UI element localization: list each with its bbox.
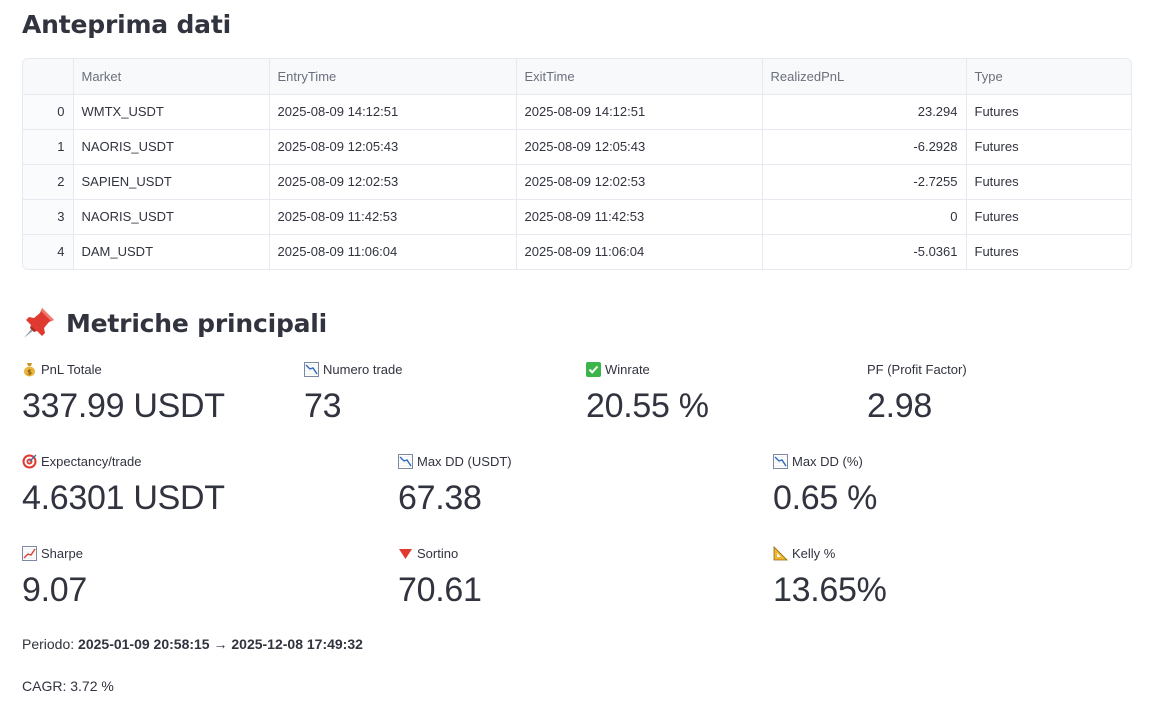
period-line: Periodo: 2025-01-09 20:58:15 → 2025-12-0…	[22, 636, 363, 652]
cell-market[interactable]: DAM_USDT	[73, 234, 270, 269]
column-header-exittime[interactable]: ExitTime	[516, 59, 763, 95]
cell-exittime[interactable]: 2025-08-09 14:12:51	[516, 94, 763, 130]
metric-value: 13.65%	[773, 571, 887, 609]
metric-max-dd-usdt: Max DD (USDT) 67.38	[398, 452, 512, 518]
cell-market[interactable]: WMTX_USDT	[73, 94, 270, 130]
cell-entrytime[interactable]: 2025-08-09 11:06:04	[269, 234, 517, 269]
metric-label: Sharpe	[41, 545, 83, 561]
triangular-ruler-icon	[773, 545, 788, 561]
red-triangle-down-icon	[398, 546, 413, 561]
table-row: 4 DAM_USDT 2025-08-09 11:06:04 2025-08-0…	[23, 234, 1131, 269]
cell-entrytime[interactable]: 2025-08-09 12:02:53	[269, 164, 517, 200]
metric-value: 2.98	[867, 387, 932, 425]
metric-value: 70.61	[398, 571, 482, 609]
metrics-heading: Metriche principali	[22, 306, 327, 340]
metric-label: Max DD (USDT)	[417, 453, 512, 469]
metric-sortino: Sortino 70.61	[398, 544, 482, 610]
metric-value: 4.6301 USDT	[22, 479, 225, 517]
metric-value: 20.55 %	[586, 387, 709, 425]
metric-label: Max DD (%)	[792, 453, 863, 469]
row-index: 2	[23, 164, 74, 200]
cell-type[interactable]: Futures	[974, 244, 1019, 260]
cell-realizedpnl[interactable]: 0	[762, 199, 967, 235]
metric-winrate: Winrate 20.55 %	[586, 360, 709, 426]
row-index: 3	[23, 199, 74, 235]
cell-realizedpnl[interactable]: -5.0361	[762, 234, 967, 269]
cell-exittime[interactable]: 2025-08-09 11:42:53	[516, 199, 763, 235]
chart-decreasing-icon	[304, 361, 319, 377]
metric-numero-trade: Numero trade 73	[304, 360, 402, 426]
column-header-entrytime[interactable]: EntryTime	[269, 59, 517, 95]
metric-label: Sortino	[417, 545, 459, 561]
cell-market[interactable]: NAORIS_USDT	[73, 199, 270, 235]
cell-market[interactable]: NAORIS_USDT	[73, 129, 270, 165]
table-row: 2 SAPIEN_USDT 2025-08-09 12:02:53 2025-0…	[23, 164, 1131, 200]
money-bag-icon: $	[22, 362, 37, 377]
check-mark-icon	[586, 361, 601, 377]
row-index: 4	[23, 234, 74, 269]
cagr-line: CAGR: 3.72 %	[22, 678, 114, 694]
preview-title: Anteprima dati	[22, 10, 231, 39]
cell-realizedpnl[interactable]: 23.294	[762, 94, 967, 130]
cell-exittime[interactable]: 2025-08-09 12:02:53	[516, 164, 763, 200]
column-header-market[interactable]: Market	[73, 59, 270, 95]
column-header-realizedpnl[interactable]: RealizedPnL	[762, 59, 967, 95]
chart-decreasing-icon	[773, 453, 788, 469]
metric-value: 0.65 %	[773, 479, 878, 517]
cell-realizedpnl[interactable]: -6.2928	[762, 129, 967, 165]
cell-exittime[interactable]: 2025-08-09 12:05:43	[516, 129, 763, 165]
metric-sharpe: Sharpe 9.07	[22, 544, 87, 610]
cell-entrytime[interactable]: 2025-08-09 12:05:43	[269, 129, 517, 165]
metric-value: 9.07	[22, 571, 87, 609]
metric-max-dd-percent: Max DD (%) 0.65 %	[773, 452, 877, 518]
index-header	[23, 59, 74, 95]
cell-realizedpnl[interactable]: -2.7255	[762, 164, 967, 200]
row-index: 0	[23, 94, 74, 130]
table-row: 0 WMTX_USDT 2025-08-09 14:12:51 2025-08-…	[23, 94, 1131, 130]
metrics-title: Metriche principali	[66, 308, 328, 338]
cell-type[interactable]: Futures	[966, 129, 1131, 165]
metric-profit-factor: PF (Profit Factor) 2.98	[867, 360, 967, 426]
cell-entrytime[interactable]: 2025-08-09 11:42:53	[269, 199, 517, 235]
metric-label: Numero trade	[323, 361, 403, 377]
table-row: 3 NAORIS_USDT 2025-08-09 11:42:53 2025-0…	[23, 199, 1131, 235]
cell-exittime[interactable]: 2025-08-09 11:06:04	[516, 234, 763, 269]
chart-decreasing-icon	[398, 453, 413, 469]
period-value: 2025-01-09 20:58:15 → 2025-12-08 17:49:3…	[78, 636, 363, 652]
column-header-type[interactable]: Type	[966, 59, 1131, 95]
metric-label: PF (Profit Factor)	[867, 361, 967, 377]
row-index: 1	[23, 129, 74, 165]
svg-text:$: $	[27, 368, 32, 376]
metric-pnl-totale: $ PnL Totale 337.99 USDT	[22, 360, 225, 426]
cell-type[interactable]: Futures	[966, 94, 1131, 130]
data-preview-table[interactable]: Market EntryTime ExitTime RealizedPnL Ty…	[22, 58, 1132, 270]
metric-value: 73	[304, 387, 342, 425]
target-icon	[22, 454, 37, 469]
pushpin-icon	[22, 306, 56, 340]
chart-increasing-icon	[22, 545, 37, 561]
metric-expectancy: Expectancy/trade 4.6301 USDT	[22, 452, 225, 518]
metric-kelly: Kelly % 13.65%	[773, 544, 887, 610]
metric-label: Kelly %	[792, 545, 836, 561]
metric-label: Winrate	[605, 361, 650, 377]
metric-value: 337.99 USDT	[22, 387, 225, 425]
table-row: 1 NAORIS_USDT 2025-08-09 12:05:43 2025-0…	[23, 129, 1131, 165]
metric-value: 67.38	[398, 479, 482, 517]
metric-label: PnL Totale	[41, 361, 102, 377]
period-label: Periodo:	[22, 636, 75, 652]
cell-market[interactable]: SAPIEN_USDT	[73, 164, 270, 200]
cell-type[interactable]: Futures	[966, 199, 1131, 235]
table-header-row: Market EntryTime ExitTime RealizedPnL Ty…	[23, 59, 1131, 95]
cell-entrytime[interactable]: 2025-08-09 14:12:51	[269, 94, 517, 130]
cell-type[interactable]: Futures	[966, 164, 1131, 200]
metric-label: Expectancy/trade	[41, 453, 142, 469]
